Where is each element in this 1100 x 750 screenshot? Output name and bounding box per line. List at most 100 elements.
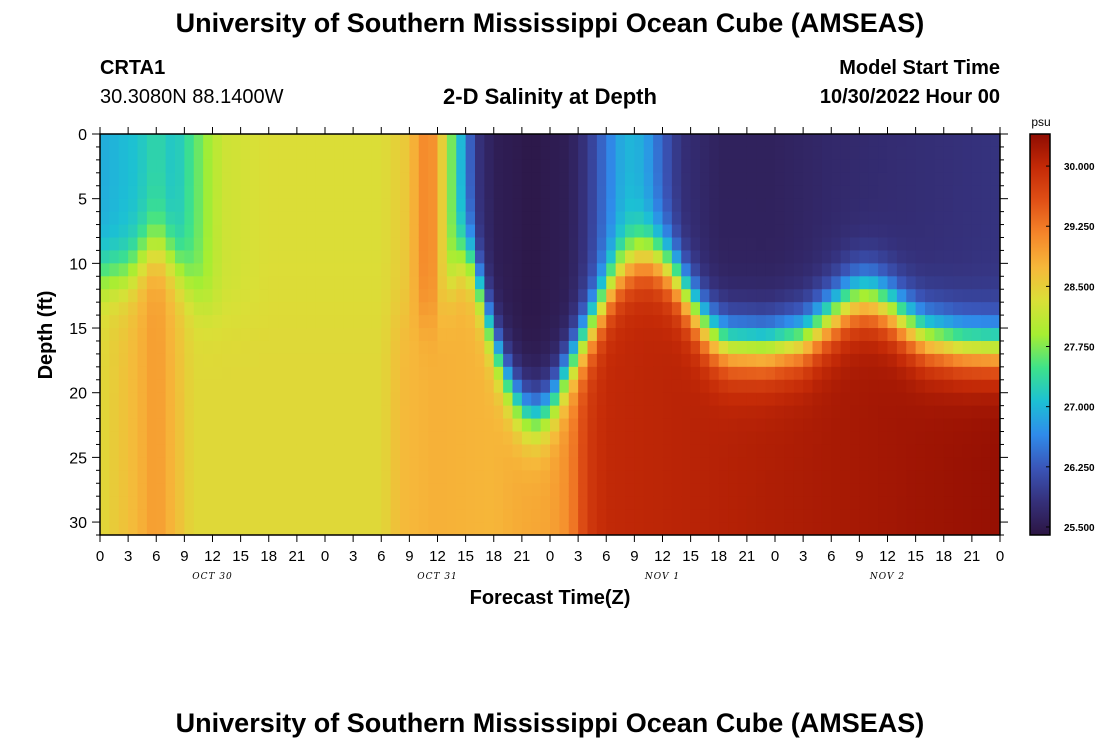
heatmap-cell bbox=[165, 159, 176, 174]
heatmap-cell bbox=[521, 211, 532, 226]
heatmap-cell bbox=[578, 496, 589, 510]
heatmap-cell bbox=[953, 340, 964, 355]
heatmap-cell bbox=[634, 159, 645, 174]
heatmap-cell bbox=[831, 366, 842, 381]
heatmap-cell bbox=[390, 470, 401, 484]
heatmap-cell bbox=[418, 134, 429, 148]
heatmap-cell bbox=[165, 211, 176, 226]
heatmap-cell bbox=[428, 431, 439, 446]
heatmap-cell bbox=[221, 185, 232, 200]
heatmap-cell bbox=[587, 444, 598, 458]
heatmap-cell bbox=[250, 522, 260, 535]
heatmap-cell bbox=[315, 172, 326, 187]
heatmap-cell bbox=[896, 392, 907, 407]
heatmap-cell bbox=[465, 366, 476, 381]
heatmap-cell bbox=[756, 134, 767, 148]
heatmap-cell bbox=[746, 418, 757, 433]
heatmap-cell bbox=[221, 224, 232, 239]
heatmap-cell bbox=[784, 250, 795, 264]
heatmap-cell bbox=[615, 146, 626, 161]
heatmap-cell bbox=[737, 353, 748, 368]
heatmap-cell bbox=[596, 146, 607, 161]
heatmap-cell bbox=[840, 172, 851, 187]
heatmap-cell bbox=[606, 315, 617, 329]
heatmap-cell bbox=[568, 198, 579, 213]
heatmap-cell bbox=[681, 237, 692, 252]
heatmap-cell bbox=[887, 211, 898, 226]
heatmap-cell bbox=[859, 263, 870, 277]
heatmap-cell bbox=[268, 366, 279, 381]
heatmap-cell bbox=[803, 289, 814, 303]
heatmap-cell bbox=[915, 522, 926, 535]
heatmap-cell bbox=[315, 353, 326, 368]
heatmap-cell bbox=[325, 172, 335, 187]
heatmap-cell bbox=[653, 289, 664, 303]
heatmap-cell bbox=[475, 522, 485, 535]
colorbar-tick-label: 28.500 bbox=[1064, 282, 1095, 293]
heatmap-cell bbox=[746, 483, 757, 497]
heatmap-cell bbox=[371, 431, 382, 446]
heatmap-cell bbox=[840, 302, 851, 316]
heatmap-cell bbox=[662, 276, 673, 290]
heatmap-cell bbox=[146, 146, 157, 161]
heatmap-cell bbox=[868, 198, 879, 213]
heatmap-cell bbox=[906, 250, 917, 264]
heatmap-cell bbox=[409, 315, 420, 329]
heatmap-cell bbox=[137, 379, 148, 394]
heatmap-cell bbox=[681, 289, 692, 303]
heatmap-cell bbox=[362, 392, 373, 407]
heatmap-cell bbox=[475, 340, 485, 355]
heatmap-cell bbox=[943, 159, 954, 174]
heatmap-cell bbox=[868, 302, 879, 316]
heatmap-cell bbox=[587, 379, 598, 394]
heatmap-cell bbox=[765, 340, 776, 355]
heatmap-cell bbox=[540, 302, 551, 316]
heatmap-cell bbox=[362, 340, 373, 355]
heatmap-cell bbox=[390, 172, 401, 187]
heatmap-cell bbox=[343, 522, 354, 535]
heatmap-cell bbox=[531, 159, 542, 174]
heatmap-cell bbox=[250, 418, 260, 433]
heatmap-cell bbox=[812, 211, 823, 226]
heatmap-cell bbox=[109, 392, 120, 407]
heatmap-cell bbox=[146, 185, 157, 200]
heatmap-cell bbox=[165, 418, 176, 433]
heatmap-cell bbox=[653, 340, 664, 355]
heatmap-cell bbox=[625, 379, 635, 394]
heatmap-cell bbox=[475, 289, 485, 303]
heatmap-cell bbox=[306, 302, 317, 316]
heatmap-cell bbox=[146, 431, 157, 446]
heatmap-cell bbox=[765, 444, 776, 458]
heatmap-cell bbox=[934, 353, 945, 368]
heatmap-cell bbox=[615, 328, 626, 342]
heatmap-cell bbox=[953, 185, 964, 200]
heatmap-cell bbox=[109, 379, 120, 394]
heatmap-cell bbox=[156, 340, 167, 355]
heatmap-cell bbox=[315, 302, 326, 316]
heatmap-cell bbox=[971, 366, 982, 381]
heatmap-cell bbox=[343, 276, 354, 290]
heatmap-cell bbox=[315, 185, 326, 200]
x-tick-label: 3 bbox=[574, 548, 582, 565]
heatmap-cell bbox=[596, 302, 607, 316]
heatmap-cell bbox=[756, 302, 767, 316]
heatmap-cell bbox=[428, 263, 439, 277]
heatmap-cell bbox=[709, 237, 720, 252]
heatmap-cell bbox=[868, 250, 879, 264]
heatmap-cell bbox=[334, 315, 345, 329]
heatmap-cell bbox=[343, 328, 354, 342]
heatmap-cell bbox=[381, 418, 392, 433]
heatmap-cell bbox=[887, 509, 898, 523]
heatmap-cell bbox=[193, 328, 204, 342]
heatmap-cell bbox=[559, 340, 570, 355]
heatmap-cell bbox=[175, 340, 185, 355]
heatmap-cell bbox=[212, 185, 223, 200]
heatmap-cell bbox=[746, 366, 757, 381]
heatmap-cell bbox=[371, 172, 382, 187]
y-axis-label: Depth (ft) bbox=[35, 291, 57, 380]
heatmap-cell bbox=[821, 134, 832, 148]
heatmap-cell bbox=[803, 457, 814, 471]
heatmap-cell bbox=[531, 366, 542, 381]
heatmap-cell bbox=[203, 224, 214, 239]
heatmap-cell bbox=[981, 250, 992, 264]
